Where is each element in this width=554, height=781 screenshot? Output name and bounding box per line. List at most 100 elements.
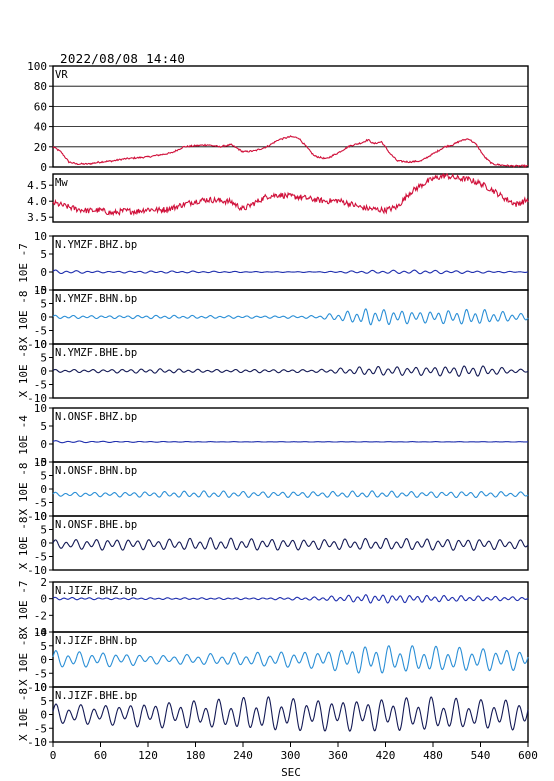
trace-label: N.ONSF.BHE.bp (55, 519, 137, 531)
series-line (52, 645, 529, 674)
x-tick-label: 540 (471, 749, 491, 762)
y-tick-label: 0 (40, 311, 47, 324)
y-tick-label: 2 (40, 576, 47, 589)
y-scale-label: X 10E -7 (17, 581, 30, 634)
y-tick-label: 5 (40, 248, 47, 261)
y-scale-label: X 10E -8 (17, 345, 30, 398)
x-axis: 0 60 120 180 240 300 360 420 480 540 600 (50, 742, 538, 762)
trace-label: N.JIZF.BHZ.bp (55, 585, 137, 597)
y-tick-label: 5 (40, 524, 47, 537)
y-tick-label: -10 (27, 736, 47, 749)
x-tick-label: 120 (138, 749, 158, 762)
y-tick-label: 0 (40, 537, 47, 550)
y-tick-label: 10 (34, 402, 47, 415)
timestamp-label: 2022/08/08 14:40 (60, 51, 185, 66)
y-tick-label: 0 (40, 654, 47, 667)
series-line (52, 594, 529, 604)
y-tick-label: 100 (27, 60, 47, 73)
y-scale-label: 10E -4 (17, 415, 30, 455)
y-tick-label: 4.0 (27, 195, 47, 208)
y-tick-label: 0 (40, 266, 47, 279)
y-tick-label: 0 (40, 161, 47, 174)
series-line (52, 172, 529, 217)
y-tick-label: -5 (34, 497, 47, 510)
y-tick-label: 5 (40, 640, 47, 653)
panel-ymzf-bhz: -5 0 5 10 10E -7 N.YMZF.BHZ.bp (17, 230, 529, 297)
y-tick-label: 0 (40, 483, 47, 496)
series-line (52, 365, 529, 377)
y-tick-label: -10 (27, 681, 47, 694)
series-line (52, 490, 529, 499)
y-tick-label: 4.5 (27, 179, 47, 192)
x-tick-label: 360 (328, 749, 348, 762)
series-line (52, 135, 529, 169)
x-axis-title: SEC (281, 766, 301, 779)
y-tick-label: 0 (40, 438, 47, 451)
y-tick-label: 10 (34, 230, 47, 243)
y-tick-label: 10 (34, 284, 47, 297)
y-tick-label: 80 (34, 80, 47, 93)
trace-label: N.YMZF.BHN.bp (55, 293, 137, 305)
y-tick-label: -10 (27, 564, 47, 577)
y-tick-label: 5 (40, 695, 47, 708)
y-tick-label: 40 (34, 121, 47, 134)
y-tick-label: 5 (40, 420, 47, 433)
y-scale-label: X 10E -8 (17, 463, 30, 516)
y-tick-label: 3.5 (27, 211, 47, 224)
trace-label: N.JIZF.BHE.bp (55, 690, 137, 702)
y-tick-label: 0 (40, 365, 47, 378)
trace-label: VR (55, 69, 68, 81)
y-tick-label: -5 (34, 456, 47, 469)
y-scale-label: X 10E -8 (17, 633, 30, 686)
y-scale-label: 10E -7 (17, 243, 30, 283)
y-tick-label: -10 (27, 392, 47, 405)
y-tick-label: 60 (34, 100, 47, 113)
panel-vr: 0 20 40 60 80 100 VR (27, 60, 529, 174)
y-tick-label: -4 (34, 626, 48, 639)
series-line (52, 308, 529, 326)
y-scale-label: X 10E -8 (17, 291, 30, 344)
y-tick-label: -5 (34, 379, 47, 392)
y-tick-label: 10 (34, 456, 47, 469)
trace-label: Mw (55, 177, 68, 189)
trace-label: N.YMZF.BHZ.bp (55, 239, 137, 251)
y-tick-label: 5 (40, 470, 47, 483)
x-tick-label: 600 (518, 749, 538, 762)
series-line (52, 440, 528, 444)
y-tick-label: 10 (34, 510, 47, 523)
x-tick-label: 300 (281, 749, 301, 762)
y-tick-label: 5 (40, 352, 47, 365)
x-tick-label: 180 (186, 749, 206, 762)
x-tick-label: 420 (376, 749, 396, 762)
panel-frame (52, 173, 529, 223)
x-tick-label: 0 (50, 749, 57, 762)
y-tick-label: -5 (34, 325, 47, 338)
y-tick-label: -5 (34, 722, 47, 735)
y-tick-label: -5 (34, 667, 47, 680)
x-tick-label: 60 (94, 749, 107, 762)
trace-label: N.JIZF.BHN.bp (55, 635, 137, 647)
y-tick-label: -10 (27, 338, 47, 351)
series-line (52, 696, 529, 732)
x-tick-label: 480 (423, 749, 443, 762)
panel-onsf-bhz: -5 0 5 10 10E -4 N.ONSF.BHZ.bp (17, 402, 529, 469)
y-tick-label: -2 (34, 609, 47, 622)
y-tick-label: -5 (34, 284, 47, 297)
y-scale-label: X 10E -8 (17, 517, 30, 570)
x-tick-label: 240 (233, 749, 253, 762)
y-tick-label: 10 (34, 626, 47, 639)
y-tick-label: 0 (40, 709, 47, 722)
y-tick-label: 20 (34, 141, 47, 154)
series-line (52, 537, 529, 551)
trace-label: N.YMZF.BHE.bp (55, 347, 137, 359)
y-tick-label: 5 (40, 298, 47, 311)
trace-label: N.ONSF.BHN.bp (55, 465, 137, 477)
y-tick-label: 10 (34, 338, 47, 351)
y-tick-label: 0 (40, 593, 47, 606)
